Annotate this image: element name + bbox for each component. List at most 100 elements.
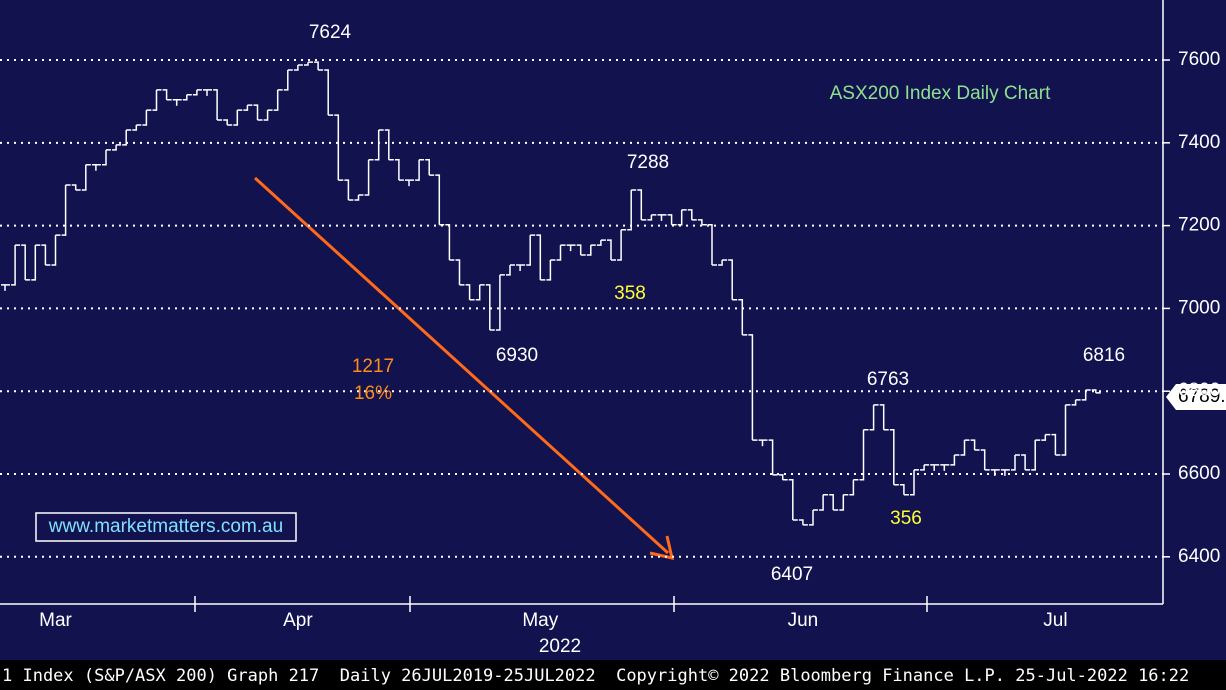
annotation: 6763 xyxy=(867,369,909,390)
chart-title: ASX200 Index Daily Chart xyxy=(830,83,1051,104)
month-separators xyxy=(194,596,928,612)
price-bar xyxy=(596,239,606,246)
x-tick-label: Jul xyxy=(1043,610,1067,631)
price-bar xyxy=(1011,454,1020,471)
last-price-box xyxy=(1166,384,1226,410)
price-bar xyxy=(203,89,212,96)
price-bar xyxy=(889,428,899,486)
price-bar xyxy=(253,104,263,121)
price-bar xyxy=(708,224,717,266)
x-sublabel: 2022 xyxy=(539,636,581,657)
price-bar xyxy=(213,89,223,121)
price-bar xyxy=(566,244,576,252)
price-bar xyxy=(819,493,829,511)
y-tick-label: 7200 xyxy=(1178,215,1220,236)
last-price-label: 6789. xyxy=(1178,386,1226,407)
price-bar xyxy=(627,189,637,231)
price-bar xyxy=(546,259,556,281)
y-tick-label: 6600 xyxy=(1178,463,1220,484)
price-bar xyxy=(809,509,818,526)
annotation: 1217 xyxy=(352,356,394,377)
price-bar xyxy=(162,89,172,101)
price-bar xyxy=(910,469,919,496)
price-bar xyxy=(697,219,707,226)
price-bar xyxy=(344,179,354,201)
price-bar xyxy=(485,284,495,331)
x-tick-label: May xyxy=(522,610,558,631)
price-bar xyxy=(283,69,293,91)
annotation: 6930 xyxy=(496,345,538,366)
price-bar xyxy=(1071,399,1081,406)
watermark-box xyxy=(35,512,297,542)
price-bar xyxy=(849,479,859,496)
price-bar xyxy=(425,159,435,176)
price-bar xyxy=(1081,389,1091,401)
price-bar xyxy=(112,144,122,151)
price-bar xyxy=(1031,439,1041,471)
price-bar xyxy=(586,244,596,256)
price-bar xyxy=(152,89,162,111)
y-tick-label: 7600 xyxy=(1178,49,1220,70)
price-bar xyxy=(1021,454,1031,471)
price-bar xyxy=(1041,433,1051,441)
price-bar xyxy=(51,234,61,266)
price-bar xyxy=(71,184,81,191)
price-bar xyxy=(475,284,485,301)
watermark: www.marketmatters.com.au xyxy=(48,516,283,537)
price-bar xyxy=(748,334,758,441)
annotation: 358 xyxy=(614,283,646,304)
y-tick-label: 7000 xyxy=(1178,297,1220,318)
price-bar xyxy=(1061,404,1071,456)
price-bar xyxy=(81,164,91,191)
price-bar xyxy=(233,109,243,126)
price-bar xyxy=(394,159,404,181)
price-bar xyxy=(495,274,505,331)
price-bar xyxy=(455,259,465,286)
price-bar xyxy=(758,439,768,447)
price-bar xyxy=(91,164,101,171)
price-bar xyxy=(435,174,445,226)
price-bar xyxy=(859,428,869,481)
price-bar xyxy=(314,61,324,71)
price-bar xyxy=(41,244,51,266)
price-bar xyxy=(182,94,192,101)
price-bar xyxy=(899,484,909,496)
price-bar xyxy=(718,259,728,266)
annotation: 16% xyxy=(354,383,392,404)
y-tick-label: 6400 xyxy=(1178,546,1220,567)
price-bar xyxy=(1000,469,1010,476)
price-bar xyxy=(304,61,313,66)
price-bar xyxy=(657,214,667,221)
price-bar xyxy=(940,464,950,471)
price-bar xyxy=(374,129,384,161)
price-bar xyxy=(526,234,536,266)
price-bar xyxy=(667,214,677,226)
y-tick-label: 7400 xyxy=(1178,132,1220,153)
price-bar xyxy=(273,89,283,111)
price-bar xyxy=(778,474,788,481)
price-bar xyxy=(364,159,374,196)
footer-background xyxy=(0,660,1226,690)
price-bar xyxy=(1051,433,1061,456)
price-bar xyxy=(960,439,970,456)
price-bar xyxy=(788,479,798,521)
price-bar xyxy=(980,449,990,471)
price-bar xyxy=(132,124,142,131)
price-bar xyxy=(617,229,627,261)
price-bar xyxy=(61,184,71,236)
price-bar xyxy=(384,129,394,161)
price-bar xyxy=(243,104,253,111)
x-tick-label: Mar xyxy=(39,610,72,631)
price-bar xyxy=(970,439,980,451)
price-bar xyxy=(839,493,849,511)
price-bar xyxy=(536,234,546,281)
annotation: 7288 xyxy=(627,152,669,173)
price-bar xyxy=(102,149,111,166)
price-bar xyxy=(293,64,303,71)
price-bar xyxy=(990,469,1000,476)
price-bar xyxy=(728,259,738,301)
annotation: 6407 xyxy=(771,564,813,585)
price-bar xyxy=(576,244,586,256)
price-bar xyxy=(768,439,778,476)
y-tick-label: 6800 xyxy=(1178,380,1220,401)
